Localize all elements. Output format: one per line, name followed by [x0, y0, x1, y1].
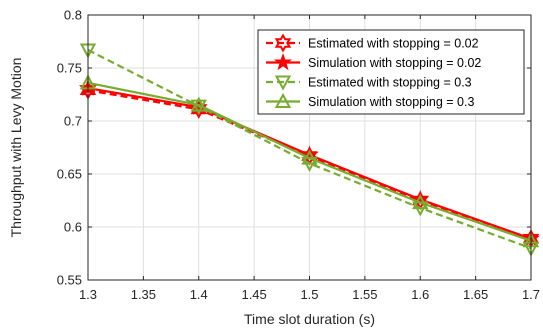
- legend-label: Estimated with stopping = 0.02: [308, 37, 479, 51]
- x-tick-label: 1.7: [522, 287, 540, 302]
- y-axis-label: Throughput with Levy Motion: [8, 58, 24, 238]
- x-tick-label: 1.35: [131, 287, 156, 302]
- legend-item: Estimated with stopping = 0.02: [266, 33, 479, 53]
- legend-marker: [274, 75, 292, 91]
- y-tick-label: 0.55: [57, 273, 82, 288]
- legend-marker: [274, 33, 292, 53]
- data-point: [190, 96, 207, 112]
- x-tick-label: 1.3: [79, 287, 97, 302]
- y-tick-label: 0.7: [64, 114, 82, 129]
- x-axis-label: Time slot duration (s): [244, 311, 375, 327]
- legend-label: Simulation with stopping = 0.02: [308, 56, 481, 70]
- x-tick-label: 1.45: [241, 287, 266, 302]
- legend: Estimated with stopping = 0.02 Simulation…: [257, 29, 525, 115]
- data-point: [301, 149, 318, 165]
- axis-ticks: 1.3 1.35 1.4 1.45 1.5 1.55 1.6 1.65 1.7 0.55 0.6 0.…: [57, 8, 540, 303]
- legend-label: Simulation with stopping = 0.3: [308, 95, 474, 109]
- y-tick-label: 0.6: [64, 220, 82, 235]
- legend-box: [257, 29, 525, 115]
- series-3: [79, 74, 540, 248]
- data-point: [412, 194, 429, 210]
- legend-item: Simulation with stopping = 0.3: [266, 92, 474, 109]
- x-tick-label: 1.4: [190, 287, 208, 302]
- legend-label: Estimated with stopping = 0.3: [308, 76, 472, 90]
- legend-marker: [273, 52, 293, 71]
- legend-marker: [274, 92, 292, 108]
- legend-item: Simulation with stopping = 0.02: [266, 52, 481, 71]
- x-tick-label: 1.65: [463, 287, 488, 302]
- x-tick-label: 1.55: [352, 287, 377, 302]
- series-layer: [78, 43, 541, 257]
- y-tick-label: 0.75: [57, 61, 82, 76]
- legend-item: Estimated with stopping = 0.3: [266, 75, 472, 91]
- x-tick-label: 1.5: [300, 287, 318, 302]
- x-tick-label: 1.6: [411, 287, 429, 302]
- y-tick-label: 0.8: [64, 8, 82, 23]
- y-tick-label: 0.65: [57, 167, 82, 182]
- series-line: [87, 81, 532, 242]
